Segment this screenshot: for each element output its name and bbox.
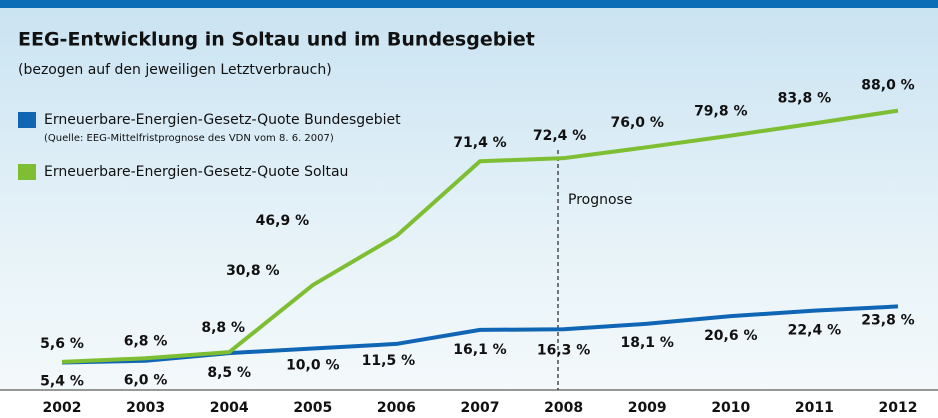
- top-band: [0, 0, 938, 8]
- x-tick-label: 2012: [879, 400, 918, 416]
- data-label: 20,6 %: [704, 328, 757, 344]
- x-tick-label: 2011: [795, 400, 834, 416]
- data-label: 6,8 %: [124, 333, 168, 349]
- chart-subtitle: (bezogen auf den jeweiligen Letztverbrau…: [18, 62, 332, 78]
- data-label: 8,8 %: [201, 320, 245, 336]
- line: [61, 108, 899, 364]
- x-tick-label: 2009: [628, 400, 667, 416]
- background: [0, 0, 938, 390]
- x-tick-label: 2006: [377, 400, 416, 416]
- data-label: 18,1 %: [620, 335, 673, 351]
- data-label: 6,0 %: [124, 373, 168, 389]
- data-label: 76,0 %: [610, 115, 663, 131]
- data-label: 8,5 %: [207, 365, 251, 381]
- x-tick-label: 2010: [711, 400, 750, 416]
- legend-swatch: [18, 112, 36, 128]
- data-label: 71,4 %: [453, 135, 506, 151]
- data-label: 22,4 %: [788, 323, 841, 339]
- x-tick-label: 2002: [43, 400, 82, 416]
- data-label: 23,8 %: [861, 312, 914, 328]
- data-label: 79,8 %: [694, 104, 747, 120]
- legend-label: Erneuerbare-Energien-Gesetz-Quote Bundes…: [44, 112, 401, 128]
- data-label: 16,1 %: [453, 342, 506, 358]
- data-label: 5,6 %: [40, 336, 84, 352]
- x-tick-label: 2004: [210, 400, 249, 416]
- data-label: 46,9 %: [256, 213, 309, 229]
- x-tick-label: 2008: [544, 400, 583, 416]
- x-tick-label: 2005: [293, 400, 332, 416]
- x-tick-label: 2007: [461, 400, 500, 416]
- legend-label: Erneuerbare-Energien-Gesetz-Quote Soltau: [44, 164, 348, 180]
- chart-title: EEG-Entwicklung in Soltau und im Bundesg…: [18, 29, 535, 51]
- data-label: 30,8 %: [226, 263, 279, 279]
- data-label: 11,5 %: [362, 353, 415, 369]
- annotation: Prognose: [568, 192, 632, 208]
- x-tick-label: 2003: [126, 400, 165, 416]
- data-label: 88,0 %: [861, 78, 914, 94]
- data-label: 83,8 %: [778, 90, 831, 106]
- data-label: 16,3 %: [537, 342, 590, 358]
- axis-band: [0, 390, 938, 418]
- data-label: 5,4 %: [40, 374, 84, 390]
- legend-swatch: [18, 164, 36, 180]
- source-note: (Quelle: EEG-Mittelfristprognose des VDN…: [44, 133, 334, 144]
- data-label: 72,4 %: [533, 128, 586, 144]
- data-label: 10,0 %: [286, 358, 339, 374]
